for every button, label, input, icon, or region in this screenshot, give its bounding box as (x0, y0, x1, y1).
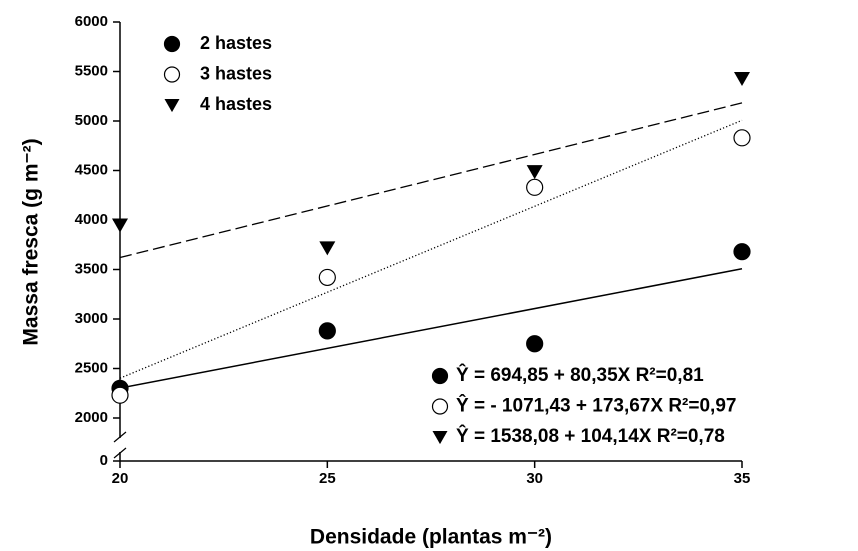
y-tick-label: 6000 (75, 13, 108, 30)
y-tick-label: 5000 (75, 112, 108, 129)
legend-marker (163, 35, 181, 53)
equation-marker (431, 367, 449, 385)
point (733, 243, 751, 261)
point (111, 386, 129, 404)
equation: Ŷ = - 1071,43 + 173,67X R²=0,97 (456, 395, 736, 417)
y-tick-label: 2000 (75, 409, 108, 426)
equation-marker (431, 398, 449, 415)
y-tick-label: 5500 (75, 62, 108, 79)
y-tick-label: 4000 (75, 211, 108, 228)
equation: Ŷ = 694,85 + 80,35X R²=0,81 (456, 364, 704, 386)
fit-line (119, 268, 743, 389)
point (734, 72, 750, 87)
point (526, 178, 544, 196)
axis-break (113, 447, 127, 459)
point (526, 335, 544, 353)
point (318, 268, 336, 287)
y-tick-label: 3000 (75, 310, 108, 327)
legend-marker (164, 99, 180, 113)
legend-label: 4 hastes (200, 94, 272, 114)
y-tick-label: 2500 (75, 359, 108, 376)
x-tick-label: 20 (112, 470, 129, 487)
fit-line (119, 102, 743, 259)
fit-line (119, 119, 743, 379)
y-tick-label: 4500 (75, 161, 108, 178)
point (319, 241, 336, 256)
x-axis-label: Densidade (plantas m⁻²) (310, 526, 552, 549)
legend-label: 2 hastes (200, 33, 272, 53)
x-tick-label: 25 (319, 470, 336, 487)
y-tick-label: 0 (100, 452, 108, 469)
point (526, 165, 543, 180)
y-tick-label: 3500 (75, 260, 108, 277)
equation-marker (432, 431, 448, 445)
x-tick-label: 35 (734, 470, 751, 487)
point (733, 129, 751, 147)
y-axis-label: Massa fresca (g m⁻²) (20, 138, 43, 345)
legend-marker (163, 66, 181, 83)
x-tick-label: 30 (526, 470, 543, 487)
point (112, 218, 128, 233)
legend-label: 3 hastes (200, 63, 272, 83)
equation: Ŷ = 1538,08 + 104,14X R²=0,78 (456, 425, 725, 447)
axis-break (113, 431, 127, 443)
point (318, 322, 336, 340)
